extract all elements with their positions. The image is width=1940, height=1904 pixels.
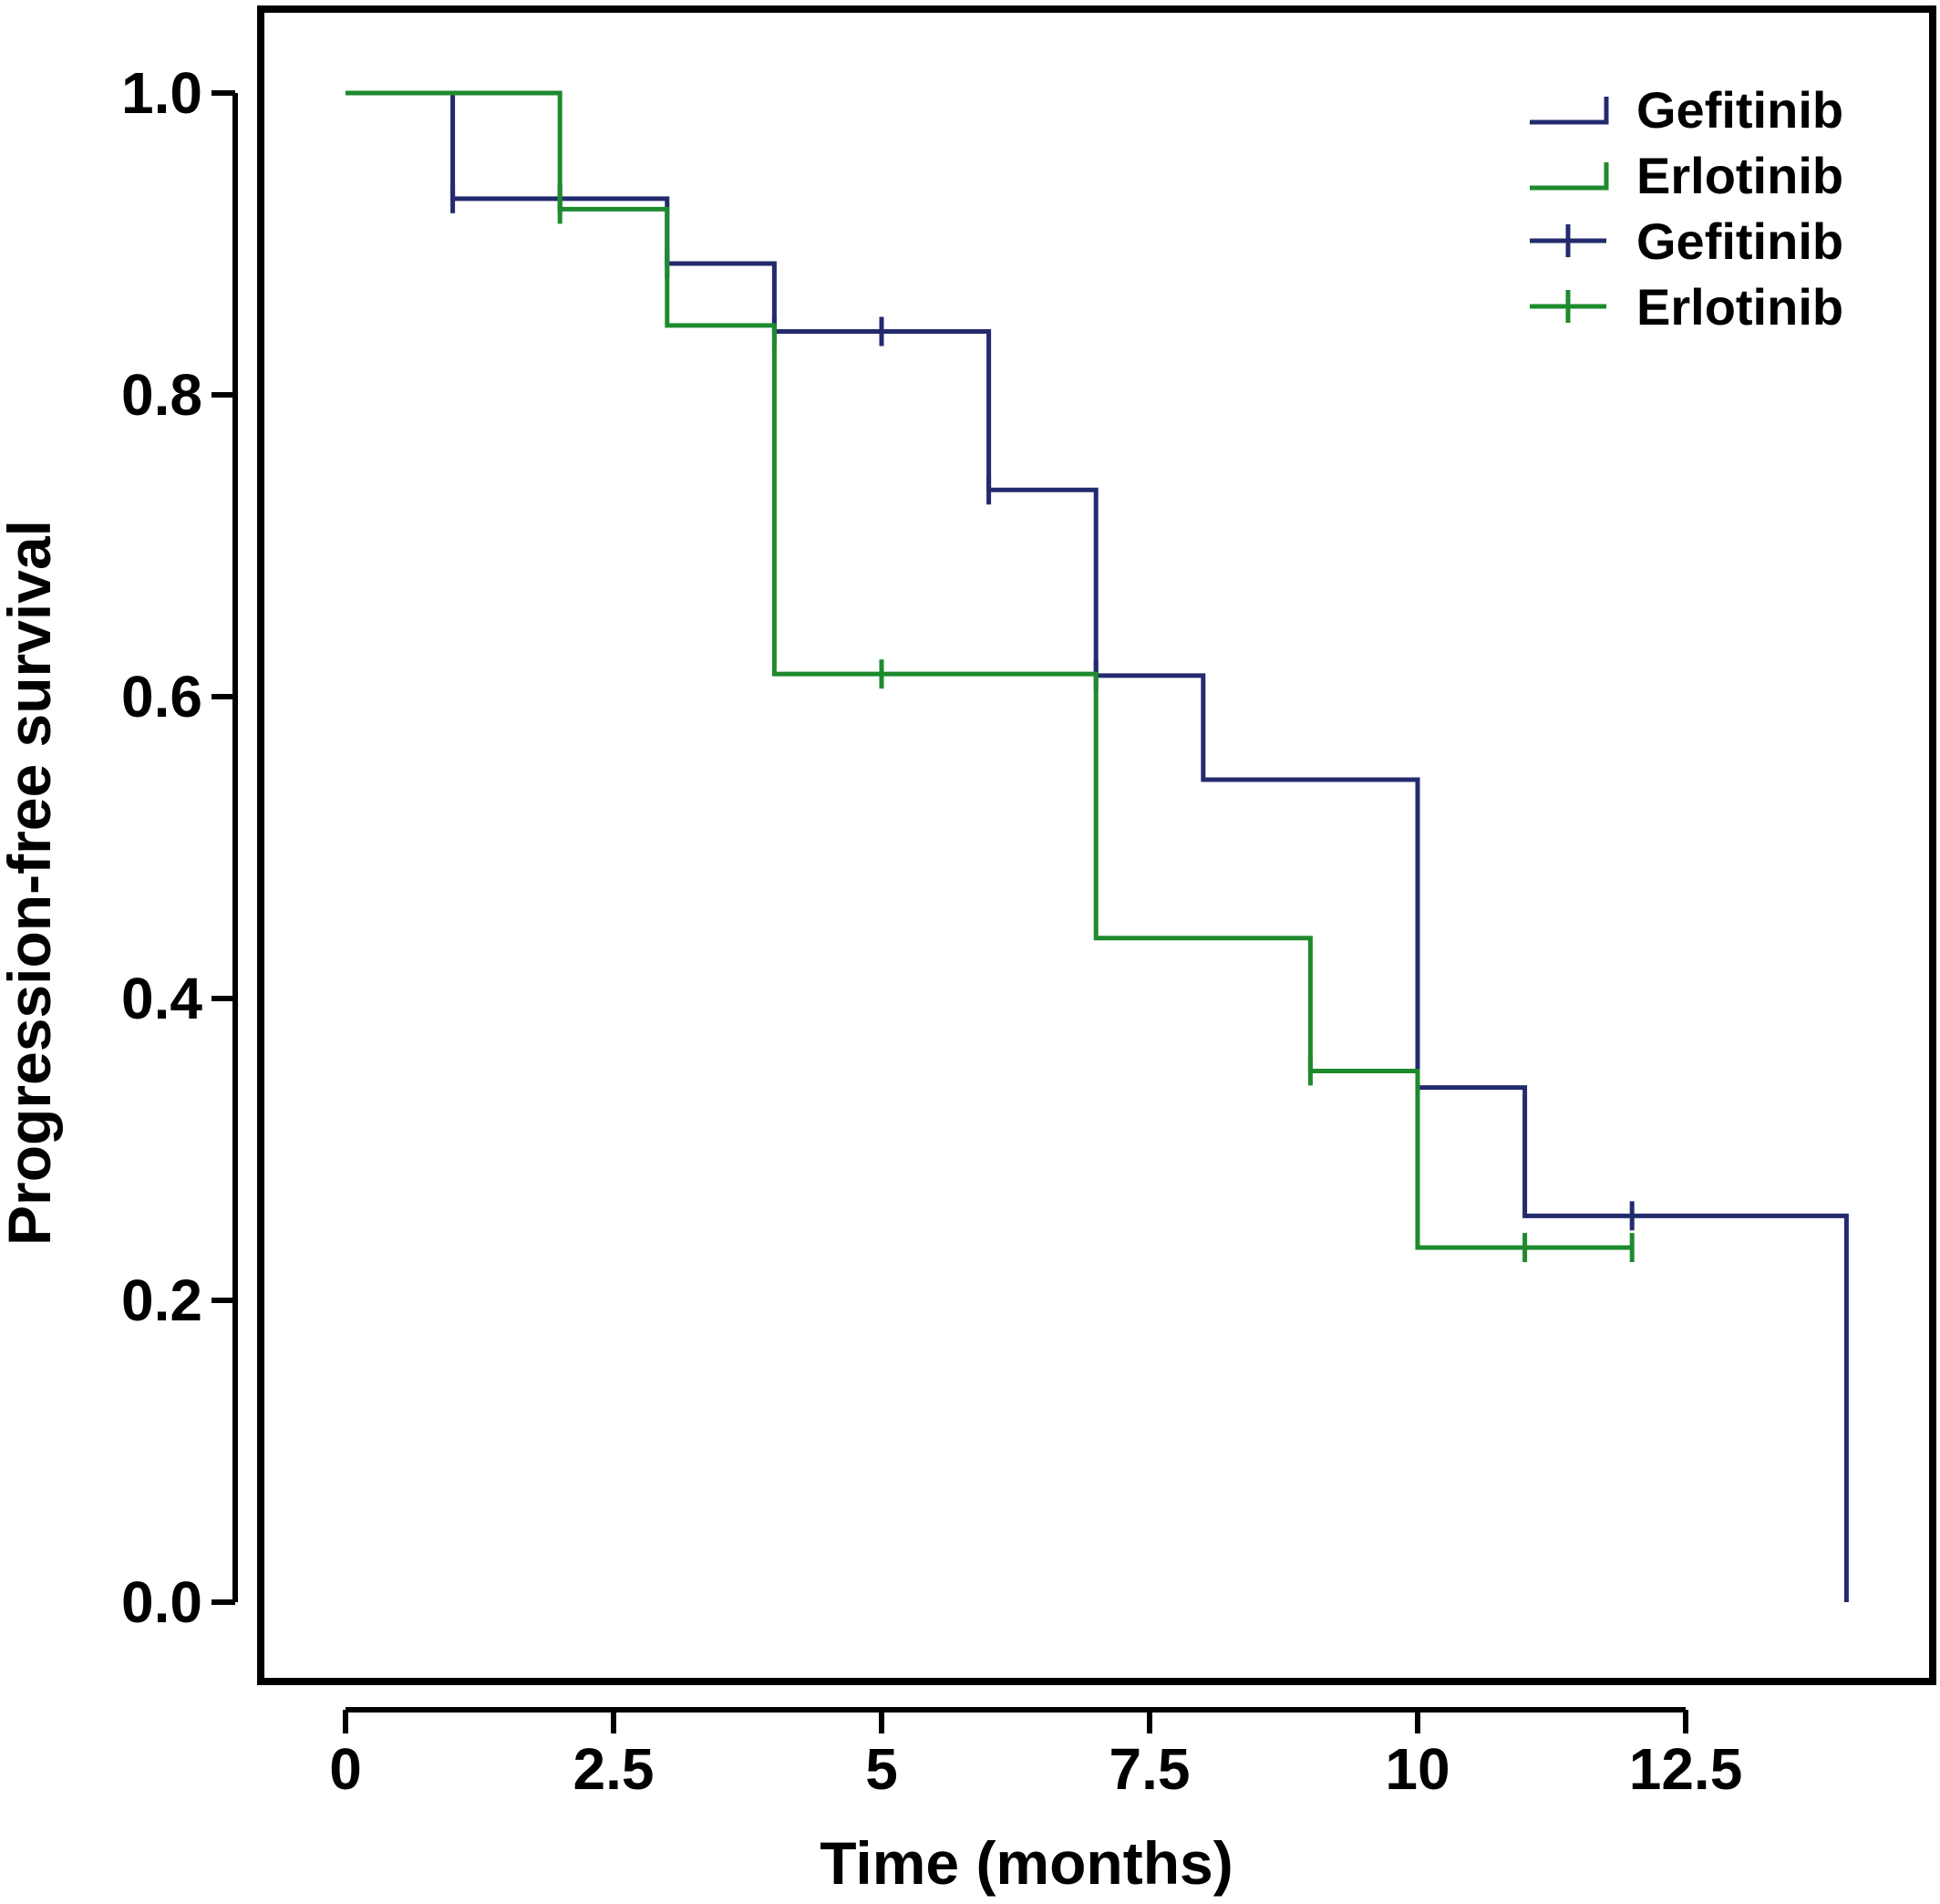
y-tick-label: 0.8 (121, 362, 202, 428)
series-line-erlotinib (346, 90, 1633, 1250)
x-axis: 0 2.5 5 7.5 10 12.5 (329, 1707, 1743, 1802)
plot-frame (257, 5, 1936, 1685)
legend-label-gefitinib: Gefitinib (1636, 81, 1843, 139)
y-tick-label: 0.2 (121, 1268, 202, 1333)
y-axis-title: Progression-free survival (0, 520, 63, 1246)
legend-label-gefitinib: Gefitinib (1636, 212, 1843, 270)
y-tick-label: 0.4 (121, 966, 202, 1031)
legend-label-erlotinib: Erlotinib (1636, 147, 1843, 204)
x-tick-label: 5 (865, 1736, 898, 1802)
legend-step-erlotinib (1530, 162, 1609, 191)
x-tick-label: 7.5 (1109, 1736, 1191, 1802)
x-tick-label: 10 (1385, 1736, 1450, 1802)
y-tick-label: 0.6 (121, 664, 202, 730)
legend-step-gefitinib (1530, 97, 1609, 125)
y-tick-label: 1.0 (121, 60, 202, 126)
x-axis-title: Time (months) (820, 1829, 1233, 1897)
legend: Gefitinib Erlotinib Gefitinib Erlotinib (1530, 81, 1843, 336)
x-tick-label: 2.5 (573, 1736, 655, 1802)
y-axis: 0.0 0.2 0.4 0.6 0.8 1.0 (121, 60, 238, 1635)
series-line-gefitinib (346, 90, 1849, 1602)
series-layer (346, 90, 1849, 1602)
x-tick-label: 12.5 (1629, 1736, 1743, 1802)
x-tick-label: 0 (329, 1736, 362, 1802)
legend-label-erlotinib: Erlotinib (1636, 278, 1843, 336)
y-tick-label: 0.0 (121, 1569, 202, 1635)
